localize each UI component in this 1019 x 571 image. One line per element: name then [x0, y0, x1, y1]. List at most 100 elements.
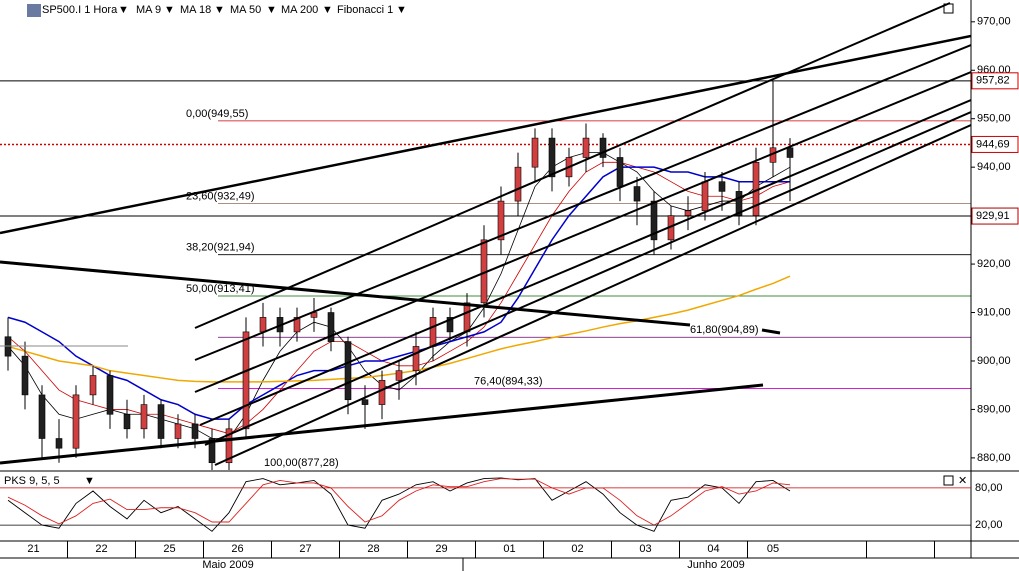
- candle-body: [735, 191, 743, 216]
- candle-body: [548, 137, 556, 178]
- x-tick-label: 02: [571, 543, 583, 555]
- legend-entry[interactable]: MA 200: [281, 4, 318, 16]
- candle-body: [378, 380, 386, 405]
- trend-line: [761, 328, 781, 335]
- y-tick-label: 910,00: [977, 306, 1011, 318]
- ma-line: [7, 166, 790, 420]
- x-tick-label: 01: [503, 543, 515, 555]
- y-tick-label: 940,00: [977, 161, 1011, 173]
- dropdown-arrow[interactable]: ▼: [84, 475, 95, 487]
- fib-label: 0,00(949,55): [186, 108, 248, 120]
- candle-body: [497, 200, 505, 241]
- candle-body: [361, 399, 369, 405]
- candle-body: [531, 137, 539, 168]
- close-button[interactable]: ✕: [958, 475, 967, 487]
- legend-entry[interactable]: MA 18: [180, 4, 211, 16]
- price-box: [971, 135, 1019, 153]
- oscillator-pane: [7, 477, 791, 532]
- cfd-icon[interactable]: [27, 4, 41, 17]
- month-label: Maio 2009: [202, 559, 253, 571]
- candle-body: [718, 181, 726, 192]
- dropdown-arrow[interactable]: ▼: [214, 4, 225, 16]
- candle-body: [38, 394, 46, 439]
- legend-entry[interactable]: MA 9: [136, 4, 161, 16]
- x-tick-label: 25: [163, 543, 175, 555]
- fibonacci-name[interactable]: Fibonacci 1: [337, 4, 393, 16]
- instrument-title[interactable]: SP500.I 1 Hora: [42, 4, 118, 16]
- candle-body: [412, 346, 420, 371]
- maximize-button[interactable]: [943, 3, 954, 14]
- fib-label: 23,60(932,49): [186, 190, 255, 202]
- candle-body: [446, 317, 454, 333]
- candle-body: [21, 355, 29, 396]
- y-tick-label: 890,00: [977, 403, 1011, 415]
- price-label: 957,82: [976, 75, 1010, 87]
- x-tick-label: 26: [231, 543, 243, 555]
- dropdown-arrow[interactable]: ▼: [266, 4, 277, 16]
- candle-body: [701, 181, 709, 212]
- trend-line: [0, 260, 691, 327]
- dropdown-arrow[interactable]: ▼: [118, 4, 129, 16]
- fib-label: 38,20(921,94): [186, 242, 255, 254]
- trend-line: [194, 2, 951, 329]
- fib-label: 50,00(913,41): [186, 283, 255, 295]
- candle-body: [395, 370, 403, 381]
- candle-body: [633, 186, 641, 202]
- candle-body: [72, 394, 80, 449]
- candle-body: [242, 331, 250, 430]
- candle-body: [225, 428, 233, 464]
- y-tick-label: 900,00: [977, 355, 1011, 367]
- trend-lines: [0, 2, 971, 466]
- candle-body: [582, 137, 590, 158]
- osc-line: [7, 478, 791, 526]
- candle-body: [174, 423, 182, 439]
- trend-line: [204, 111, 971, 446]
- x-tick-label: 21: [27, 543, 39, 555]
- x-tick-label: 29: [435, 543, 447, 555]
- price-box: [971, 207, 1019, 225]
- candle-body: [89, 375, 97, 396]
- x-tick-label: 22: [95, 543, 107, 555]
- x-tick-label: 05: [767, 543, 779, 555]
- candle-body: [327, 312, 335, 342]
- oscillator-name[interactable]: PKS 9, 5, 5: [4, 475, 60, 487]
- trend-line: [0, 34, 971, 235]
- fib-label: 100,00(877,28): [264, 457, 339, 469]
- candle-body: [191, 423, 199, 439]
- candle-body: [208, 438, 216, 464]
- fib-label: 76,40(894,33): [474, 375, 543, 387]
- candle-body: [650, 200, 658, 241]
- price-label: 944,69: [976, 138, 1010, 150]
- price-box: [971, 72, 1019, 90]
- dropdown-arrow[interactable]: ▼: [322, 4, 333, 16]
- candle-body: [259, 317, 267, 333]
- dropdown-arrow[interactable]: ▼: [396, 4, 407, 16]
- y-tick-label: 880,00: [977, 452, 1011, 464]
- month-label: Junho 2009: [687, 559, 745, 571]
- candle-body: [293, 317, 301, 333]
- dropdown-arrow[interactable]: ▼: [164, 4, 175, 16]
- price-label: 929,91: [976, 210, 1010, 222]
- candle-body: [463, 302, 471, 333]
- trend-line: [214, 124, 971, 466]
- candle-body: [599, 137, 607, 158]
- maximize-button[interactable]: [943, 475, 954, 486]
- trend-line: [199, 99, 971, 426]
- candle-body: [514, 166, 522, 202]
- candle-body: [55, 438, 63, 449]
- y-tick-label: 920,00: [977, 258, 1011, 270]
- osc-tick-label: 20,00: [975, 519, 1003, 531]
- osc-tick-label: 80,00: [975, 482, 1003, 494]
- candle-body: [684, 210, 692, 216]
- legend-entry[interactable]: MA 50: [230, 4, 261, 16]
- candle-body: [616, 157, 624, 187]
- y-tick-label: 950,00: [977, 113, 1011, 125]
- trend-line: [194, 44, 971, 361]
- trend-line: [194, 71, 971, 393]
- candle-body: [123, 413, 131, 430]
- candle-body: [786, 147, 794, 158]
- candle-body: [157, 404, 165, 439]
- osc-line: [7, 477, 791, 532]
